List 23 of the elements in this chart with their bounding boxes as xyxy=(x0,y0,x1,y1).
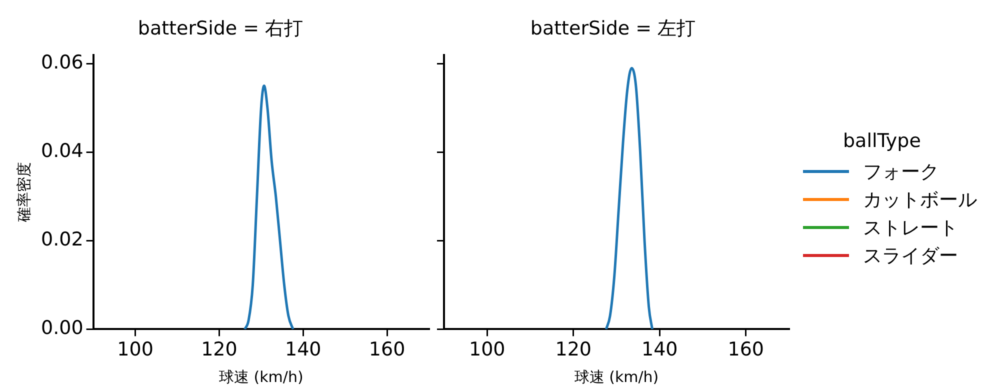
legend-title: ballType xyxy=(842,130,922,152)
x-tick-label: 100 xyxy=(117,338,154,361)
legend-label: スライダー xyxy=(863,244,958,268)
x-tick-label: 160 xyxy=(728,338,764,361)
legend-label: ストレート xyxy=(863,216,958,240)
y-tick-label: 0.02 xyxy=(40,228,84,251)
y-axis-title: 確率密度 xyxy=(14,162,33,223)
x-tick-label: 160 xyxy=(368,338,406,361)
line-series xyxy=(244,84,294,330)
legend-label: フォーク xyxy=(863,160,939,184)
x-tick-label: 140 xyxy=(641,338,678,361)
y-tick-label: 0.00 xyxy=(40,317,84,340)
x-tick-label: 100 xyxy=(468,338,506,361)
x-tick-label: 120 xyxy=(201,338,238,361)
y-tick-label: 0.04 xyxy=(40,140,84,162)
x-axis-title: 球速 (km/h) xyxy=(574,368,659,386)
x-tick-label: 140 xyxy=(284,338,322,361)
y-tick-label: 0.06 xyxy=(40,52,84,74)
legend-label: カットボール xyxy=(863,188,977,212)
x-axis-title: 球速 (km/h) xyxy=(218,368,304,386)
x-tick-label: 120 xyxy=(555,338,592,361)
chart-title: batterSide = 左打 xyxy=(530,17,696,40)
chart-title: batterSide = 右打 xyxy=(138,17,304,40)
